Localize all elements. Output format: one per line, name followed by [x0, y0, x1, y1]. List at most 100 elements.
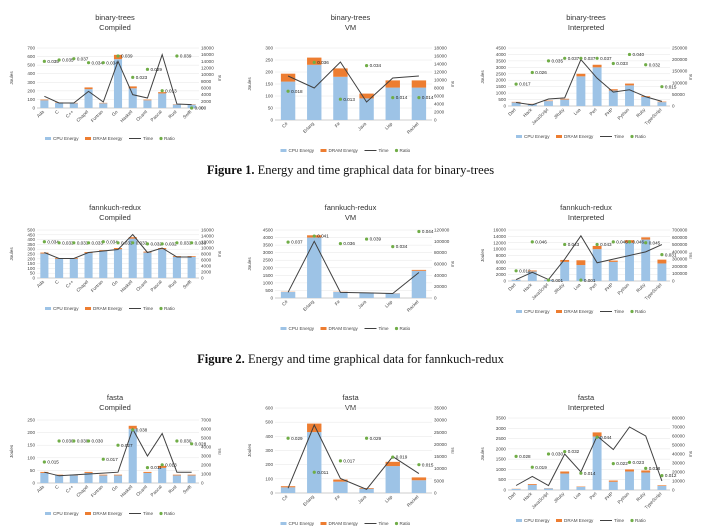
ratio-point [611, 240, 615, 244]
cpu-energy-bar [84, 89, 93, 108]
ratio-label: 0.011 [150, 465, 162, 470]
y-tick-label: 4000 [496, 266, 507, 271]
cpu-energy-bar [576, 76, 586, 106]
legend-time-label: Time [379, 521, 389, 526]
ratio-label: 0.013 [165, 88, 177, 93]
ratio-point [145, 242, 150, 246]
time-line [516, 58, 663, 106]
cpu-energy-bar [411, 87, 427, 120]
y-axis-label: Joules [247, 77, 252, 91]
ratio-point [644, 63, 648, 67]
ratio-label: 0.035 [62, 58, 74, 63]
legend-cpu-label: CPU Energy [53, 511, 79, 516]
cpu-energy-bar [560, 473, 570, 490]
x-tick-label: Python [617, 107, 631, 121]
legend-ratio-swatch [394, 326, 399, 331]
ratio-point [391, 245, 395, 249]
ratio-label: 0.043 [600, 242, 612, 247]
x-tick-label: Haskell [119, 279, 133, 293]
y-tick-label: 1000 [496, 91, 507, 96]
y-tick-label: 300 [27, 247, 35, 252]
x-tick-label: C [54, 279, 60, 285]
chart-subtitle: Interpreted [568, 23, 604, 32]
y2-tick-label: 0 [672, 104, 675, 109]
ratio-point [530, 240, 534, 244]
ratio-label: 0.013 [343, 97, 355, 102]
ratio-label: 0.019 [535, 465, 547, 470]
ratio-point [338, 97, 343, 101]
cpu-energy-bar [608, 261, 618, 281]
y2-tick-label: 10000 [434, 78, 447, 83]
ratio-point [514, 454, 518, 458]
ratio-point [131, 428, 135, 432]
y2-tick-label: 0 [434, 118, 437, 123]
y-tick-label: 500 [27, 228, 35, 233]
ratio-point [116, 241, 120, 245]
cpu-energy-bar [40, 472, 49, 483]
y-tick-label: 350 [27, 242, 35, 247]
dram-energy-bar [333, 68, 348, 77]
y-axis-label: Joules [247, 257, 252, 271]
x-tick-label: Lisp [384, 494, 394, 504]
legend-time-label: Time [143, 306, 153, 311]
ratio-label: 0.036 [317, 60, 329, 65]
dram-energy-bar [608, 480, 618, 482]
y-tick-label: 50 [268, 106, 274, 111]
legend-time-label: Time [143, 511, 153, 516]
x-tick-label: Lisp [384, 299, 394, 309]
ratio-point [175, 54, 179, 58]
x-tick-label: Pascal [150, 484, 163, 497]
ratio-point [611, 61, 615, 66]
ratio-label: 0.030 [92, 439, 104, 444]
chart-title: fannkuch-redux [560, 203, 612, 212]
legend-dram-label: DRAM Energy [329, 148, 359, 153]
cpu-energy-bar [143, 100, 152, 108]
x-tick-label: Lisp [384, 121, 394, 131]
chart-title: fannkuch-redux [325, 203, 377, 212]
figure-2-caption: Figure 2. Energy and time graphical data… [0, 352, 701, 367]
y2-axis-label: ms [688, 450, 693, 457]
x-tick-label: Racket [406, 121, 420, 135]
y-tick-label: 4000 [263, 235, 274, 240]
dram-energy-bar [592, 64, 602, 68]
x-tick-label: Go [111, 109, 119, 117]
y-tick-label: 450 [27, 232, 35, 237]
x-tick-label: Pascal [150, 279, 163, 292]
y2-tick-label: 100000 [672, 80, 688, 85]
y2-tick-label: 25000 [434, 430, 447, 435]
ratio-point [72, 241, 76, 245]
ratio-label: 0.015 [665, 84, 677, 89]
y2-tick-label: 250000 [672, 46, 688, 51]
legend-ratio-swatch [159, 306, 163, 311]
y2-tick-label: 150000 [672, 69, 688, 74]
cpu-energy-bar [359, 292, 374, 298]
y2-tick-label: 0 [201, 276, 204, 281]
chart-subtitle: Compiled [99, 403, 131, 412]
x-tick-label: Ruby [635, 491, 647, 503]
y-tick-label: 100 [27, 97, 35, 102]
ratio-point [286, 240, 290, 244]
y2-tick-label: 20000 [434, 442, 447, 447]
y-tick-label: 3000 [496, 65, 507, 70]
x-tick-label: JavaScript [531, 107, 550, 126]
ratio-point [595, 242, 599, 247]
ratio-label: 0.032 [165, 241, 177, 246]
legend-dram-swatch [556, 135, 562, 138]
ratio-label: 0.034 [92, 60, 104, 65]
ratio-point [579, 278, 583, 282]
cpu-energy-bar [657, 102, 667, 106]
ratio-point [312, 234, 316, 238]
ratio-point [145, 67, 150, 71]
dram-energy-bar [411, 80, 427, 88]
dram-energy-bar [158, 248, 167, 250]
y2-tick-label: 14000 [434, 62, 447, 67]
x-tick-label: Rust [167, 484, 178, 495]
ratio-point [286, 436, 290, 440]
y2-axis-label: ms [217, 250, 222, 257]
ratio-label: 0.039 [121, 54, 133, 59]
y-tick-label: 1500 [496, 457, 507, 462]
ratio-label: 0.001 [584, 278, 596, 283]
y-tick-label: 1000 [263, 280, 274, 285]
x-tick-label: Python [617, 282, 631, 296]
figure-1-label: Figure 1. [206, 163, 255, 177]
